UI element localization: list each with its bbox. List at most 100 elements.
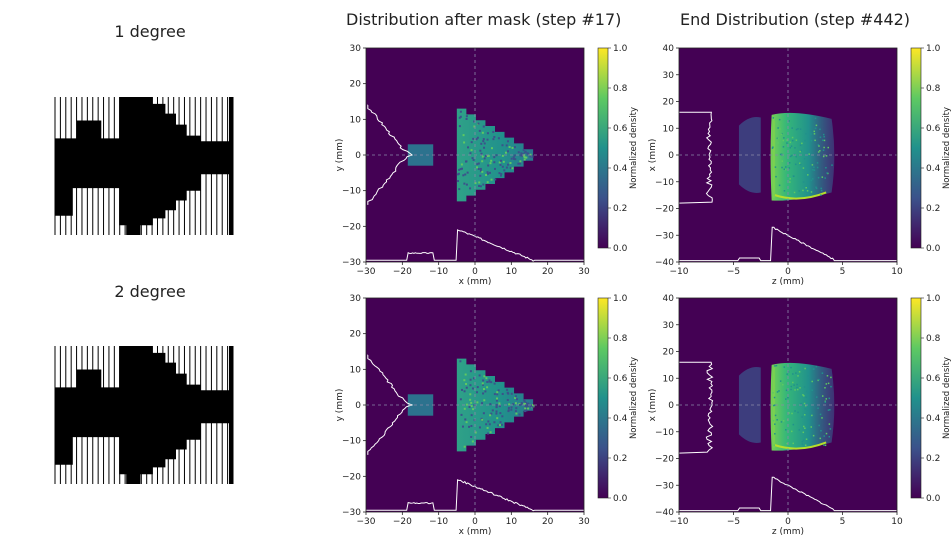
density-speckle: [524, 407, 527, 410]
density-speckle: [795, 128, 798, 131]
density-speckle: [791, 127, 793, 129]
y-tick-label: 0: [355, 151, 361, 161]
density-speckle: [481, 170, 484, 173]
density-speckle: [525, 156, 528, 159]
density-speckle: [516, 398, 519, 401]
density-speckle: [805, 190, 808, 193]
density-speckle: [828, 435, 831, 438]
density-speckle: [503, 169, 506, 172]
density-speckle: [774, 433, 776, 435]
density-speckle: [511, 167, 514, 170]
density-speckle: [469, 152, 472, 155]
density-speckle: [806, 428, 809, 430]
density-speckle: [514, 410, 517, 413]
y-tick-label: 20: [350, 330, 362, 340]
heatmap-panel-3: −30 −20 −10 0 10 20 30 −30 −20 −10 0 10 20 30 x (mm) y …: [335, 294, 639, 537]
density-speckle: [794, 389, 796, 391]
density-speckle: [507, 163, 510, 166]
density-speckle: [787, 371, 790, 373]
density-speckle: [778, 184, 781, 187]
density-speckle: [459, 360, 462, 363]
density-speckle: [824, 444, 827, 447]
density-speckle: [824, 401, 827, 403]
density-speckle: [806, 194, 808, 196]
density-speckle: [501, 392, 504, 395]
density-speckle: [519, 154, 522, 157]
density-speckle: [774, 365, 776, 367]
y-tick-label: 0: [355, 401, 361, 411]
x-tick-label: −5: [727, 517, 740, 527]
density-speckle: [810, 179, 813, 182]
density-speckle: [483, 375, 486, 378]
y-tick-label: 40: [663, 294, 675, 304]
density-speckle: [804, 139, 806, 142]
density-speckle: [782, 420, 785, 422]
beam-crescent: [770, 362, 835, 451]
y-tick-label: −40: [655, 508, 674, 518]
y-tick-label: 10: [663, 124, 675, 134]
density-speckle: [778, 390, 780, 392]
density-speckle: [459, 110, 462, 113]
density-speckle: [802, 167, 805, 169]
density-speckle: [493, 382, 496, 385]
y-tick-label: −40: [655, 258, 674, 268]
density-speckle: [493, 156, 496, 159]
density-speckle: [782, 146, 785, 148]
density-speckle: [774, 423, 776, 425]
density-speckle: [507, 392, 510, 395]
density-speckle: [830, 385, 832, 388]
density-speckle: [489, 431, 492, 434]
y-tick-label: 0: [668, 151, 674, 161]
beam-band: [738, 367, 761, 443]
y-tick-label: −10: [342, 437, 361, 447]
colorbar-tick-label: 0.2: [926, 454, 940, 464]
density-speckle: [788, 162, 791, 164]
density-speckle: [812, 168, 814, 171]
y-profile-line: [367, 104, 414, 205]
density-speckle: [531, 405, 534, 408]
density-speckle: [826, 375, 829, 377]
density-speckle: [799, 150, 801, 153]
y-axis-label: y (mm): [335, 389, 345, 422]
density-speckle: [523, 402, 526, 405]
x-axis-label: z (mm): [772, 277, 804, 287]
density-speckle: [822, 155, 825, 158]
density-speckle: [807, 419, 810, 422]
density-speckle: [825, 383, 828, 385]
density-speckle: [465, 386, 468, 389]
colorbar-tick-label: 0.4: [926, 164, 941, 174]
density-speckle: [825, 155, 828, 157]
density-speckle: [479, 185, 482, 188]
density-speckle: [792, 175, 795, 177]
density-speckle: [810, 191, 813, 193]
x-profile-line: [678, 361, 714, 454]
density-speckle: [815, 187, 818, 190]
colorbar-tick-label: 0.0: [613, 244, 628, 254]
density-speckle: [465, 382, 468, 385]
density-speckle: [818, 378, 820, 381]
density-speckle: [517, 151, 520, 154]
density-speckle: [802, 189, 804, 192]
density-speckle: [772, 419, 775, 422]
density-speckle: [821, 417, 823, 419]
density-speckle: [513, 157, 516, 160]
density-speckle: [511, 146, 514, 149]
density-speckle: [463, 379, 466, 382]
density-speckle: [820, 189, 823, 192]
density-speckle: [779, 153, 782, 156]
density-speckle: [472, 158, 475, 161]
density-speckle: [820, 187, 822, 190]
colorbar-tick-label: 1.0: [926, 44, 941, 54]
x-tick-label: −10: [670, 267, 689, 277]
density-speckle: [808, 153, 810, 155]
density-speckle: [804, 414, 806, 416]
density-speckle: [811, 178, 814, 180]
x-tick-label: −30: [357, 267, 376, 277]
density-speckle: [817, 176, 820, 179]
beam-crescent: [770, 112, 835, 201]
density-speckle: [520, 403, 523, 406]
density-speckle: [527, 407, 530, 410]
density-speckle: [498, 172, 501, 175]
y-profile-line: [367, 354, 414, 455]
x-tick-label: 10: [506, 267, 518, 277]
